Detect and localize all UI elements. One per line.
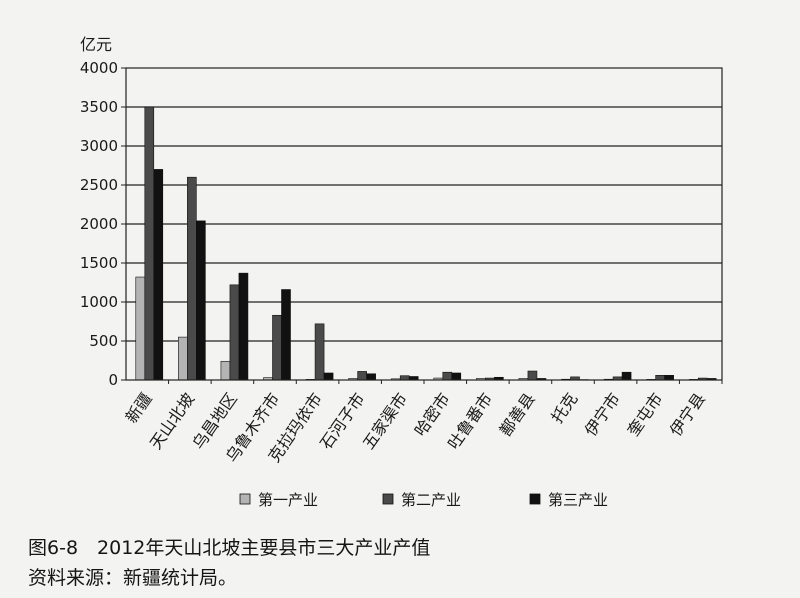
bar-2-2 <box>229 284 240 381</box>
bar-1-1 <box>178 336 188 381</box>
bar-3-2 <box>238 272 249 381</box>
bar-3-3 <box>281 289 291 381</box>
bar-2-5 <box>357 371 367 381</box>
bar-2-0 <box>144 106 155 381</box>
y-tick-label: 2500 <box>80 176 118 194</box>
bar-2-4 <box>314 323 325 381</box>
bars <box>135 106 717 381</box>
legend-item-3: 第三产业 <box>529 491 608 509</box>
bar-3-4 <box>323 372 334 381</box>
axes <box>121 67 723 384</box>
legend: 第一产业 第二产业 第三产业 <box>239 491 608 509</box>
legend-item-2: 第二产业 <box>382 491 461 509</box>
figure-caption: 图6-8 2012年天山北坡主要县市三大产业产值 <box>28 537 431 559</box>
x-tick-label: 哈密市 <box>411 389 454 439</box>
y-tick-label: 0 <box>108 371 118 389</box>
y-tick-label: 4000 <box>80 59 118 77</box>
x-tick-label: 新疆 <box>122 389 156 426</box>
legend-swatch <box>529 493 541 505</box>
legend-label: 第二产业 <box>401 491 461 509</box>
bar-3-1 <box>196 220 206 381</box>
bar-3-7 <box>451 372 462 381</box>
bar-1-2 <box>220 360 231 381</box>
y-tick-label: 3500 <box>80 98 118 116</box>
y-tick-labels: 0 500 1000 1500 2000 2500 3000 3500 4000 <box>80 59 118 389</box>
y-tick-label: 2000 <box>80 215 118 233</box>
legend-swatch <box>382 493 394 505</box>
bar-2-7 <box>442 371 453 381</box>
bar-2-9 <box>527 370 538 381</box>
bar-3-0 <box>153 169 164 381</box>
bar-3-5 <box>366 373 376 381</box>
x-tick-label: 吐鲁番市 <box>444 389 496 452</box>
bar-2-6 <box>399 375 410 381</box>
y-tick-label: 3000 <box>80 137 118 155</box>
legend-swatch <box>239 493 251 505</box>
x-tick-label: 伊宁市 <box>581 389 624 439</box>
y-tick-label: 1500 <box>80 254 118 272</box>
x-tick-label: 奎屯市 <box>623 389 666 439</box>
y-tick-label: 1000 <box>80 293 118 311</box>
bar-3-12 <box>664 375 674 381</box>
y-axis-title: 亿元 <box>80 35 112 54</box>
x-tick-label: 鄯善县 <box>496 389 539 439</box>
legend-label: 第三产业 <box>548 491 608 509</box>
bar-2-1 <box>187 176 197 381</box>
x-tick-label: 托克 <box>547 389 581 426</box>
legend-label: 第一产业 <box>258 491 318 509</box>
x-tick-label: 五家渠市 <box>359 389 411 452</box>
bar-2-3 <box>272 314 282 381</box>
bar-1-0 <box>135 276 146 381</box>
gridlines <box>126 106 722 342</box>
bar-3-11 <box>621 371 632 381</box>
x-tick-label: 伊宁县 <box>666 389 709 439</box>
legend-item-1: 第一产业 <box>239 491 318 509</box>
y-tick-label: 500 <box>89 332 118 350</box>
bar-2-12 <box>655 375 665 381</box>
figure-source-note: 资料来源：新疆统计局。 <box>28 567 238 589</box>
